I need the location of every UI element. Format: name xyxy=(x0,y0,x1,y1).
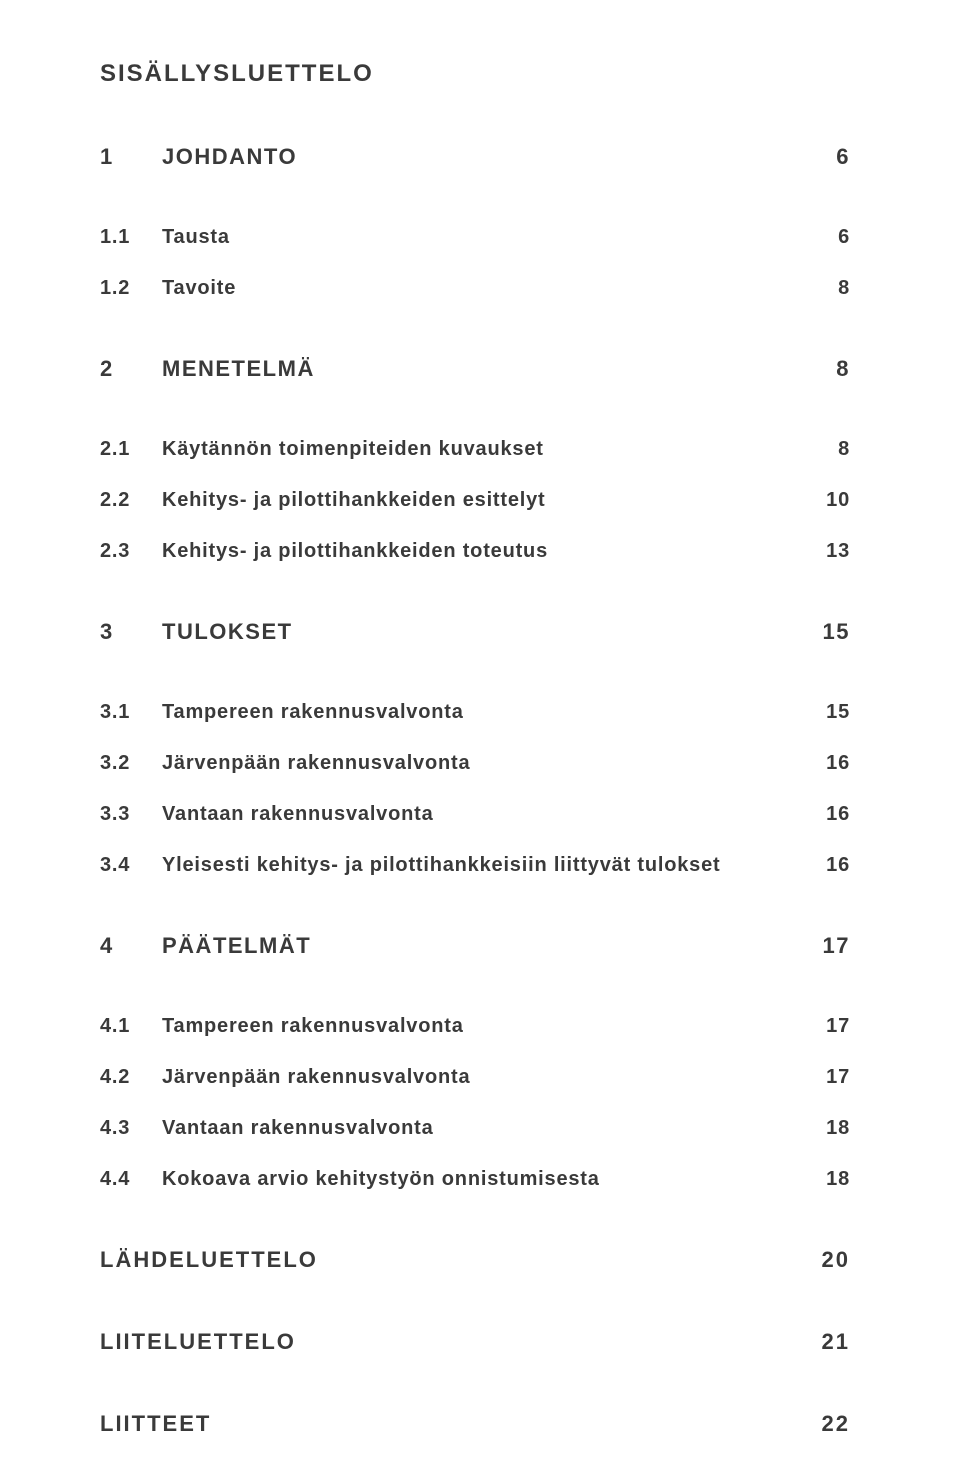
toc-entry-3-4: 3.4 Yleisesti kehitys- ja pilottihankkei… xyxy=(100,854,850,877)
toc-num: 2.1 xyxy=(100,438,162,461)
toc-num: 3.3 xyxy=(100,803,162,826)
toc-num: 4.3 xyxy=(100,1117,162,1140)
toc-num: 1.1 xyxy=(100,226,162,249)
toc-num: 4 xyxy=(100,933,162,959)
toc-entry-3: 3 TULOKSET 15 xyxy=(100,619,850,645)
toc-entry-2-3: 2.3 Kehitys- ja pilottihankkeiden toteut… xyxy=(100,540,850,563)
toc-page: 16 xyxy=(810,752,850,775)
toc-entry-3-3: 3.3 Vantaan rakennusvalvonta 16 xyxy=(100,803,850,826)
toc-entry-2: 2 MENETELMÄ 8 xyxy=(100,356,850,382)
toc-entry-1: 1 JOHDANTO 6 xyxy=(100,144,850,170)
toc-label: MENETELMÄ xyxy=(162,356,315,382)
toc-label: LÄHDELUETTELO xyxy=(100,1247,318,1273)
toc-page: 13 xyxy=(810,540,850,563)
toc-entry-4-2: 4.2 Järvenpään rakennusvalvonta 17 xyxy=(100,1066,850,1089)
toc-entry-3-2: 3.2 Järvenpään rakennusvalvonta 16 xyxy=(100,752,850,775)
toc-label: Järvenpään rakennusvalvonta xyxy=(162,752,470,775)
toc-entry-appendix-list: LIITELUETTELO 21 xyxy=(100,1329,850,1355)
toc-label: Tausta xyxy=(162,226,230,249)
toc-page: 15 xyxy=(810,701,850,724)
toc-num: 4.4 xyxy=(100,1168,162,1191)
toc-label: Tampereen rakennusvalvonta xyxy=(162,1015,464,1038)
toc-entry-3-1: 3.1 Tampereen rakennusvalvonta 15 xyxy=(100,701,850,724)
toc-page: 21 xyxy=(810,1329,850,1355)
toc-label: Kokoava arvio kehitystyön onnistumisesta xyxy=(162,1168,600,1191)
toc-num: 1.2 xyxy=(100,277,162,300)
toc-page: 17 xyxy=(810,1015,850,1038)
toc-entry-appendices: LIITTEET 22 xyxy=(100,1411,850,1437)
toc-page: 8 xyxy=(810,438,850,461)
toc-entry-references: LÄHDELUETTELO 20 xyxy=(100,1247,850,1273)
toc-page: 22 xyxy=(810,1411,850,1437)
toc-num: 3.1 xyxy=(100,701,162,724)
toc-num: 3.4 xyxy=(100,854,162,877)
toc-page: 18 xyxy=(810,1168,850,1191)
toc-label: Käytännön toimenpiteiden kuvaukset xyxy=(162,438,544,461)
toc-label: Vantaan rakennusvalvonta xyxy=(162,803,434,826)
toc-page: 18 xyxy=(810,1117,850,1140)
toc-entry-4-3: 4.3 Vantaan rakennusvalvonta 18 xyxy=(100,1117,850,1140)
toc-page: 6 xyxy=(810,144,850,170)
toc-label: Järvenpään rakennusvalvonta xyxy=(162,1066,470,1089)
toc-entry-2-1: 2.1 Käytännön toimenpiteiden kuvaukset 8 xyxy=(100,438,850,461)
toc-entry-1-2: 1.2 Tavoite 8 xyxy=(100,277,850,300)
toc-label: Vantaan rakennusvalvonta xyxy=(162,1117,434,1140)
toc-page: 20 xyxy=(810,1247,850,1273)
toc-page: 15 xyxy=(810,619,850,645)
toc-num: 3 xyxy=(100,619,162,645)
toc-entry-1-1: 1.1 Tausta 6 xyxy=(100,226,850,249)
toc-title: SISÄLLYSLUETTELO xyxy=(100,60,850,88)
toc-label: LIITTEET xyxy=(100,1411,211,1437)
toc-page: 8 xyxy=(810,356,850,382)
toc-label: JOHDANTO xyxy=(162,144,297,170)
toc-page: 17 xyxy=(810,1066,850,1089)
toc-page: 16 xyxy=(810,803,850,826)
toc-num: 2.3 xyxy=(100,540,162,563)
toc-label: Tavoite xyxy=(162,277,236,300)
toc-label: Kehitys- ja pilottihankkeiden toteutus xyxy=(162,540,548,563)
toc-entry-4-4: 4.4 Kokoava arvio kehitystyön onnistumis… xyxy=(100,1168,850,1191)
toc-page: 8 xyxy=(810,277,850,300)
toc-label: PÄÄTELMÄT xyxy=(162,933,311,959)
toc-num: 1 xyxy=(100,144,162,170)
toc-page: 17 xyxy=(810,933,850,959)
toc-label: Tampereen rakennusvalvonta xyxy=(162,701,464,724)
toc-label: TULOKSET xyxy=(162,619,293,645)
toc-label: LIITELUETTELO xyxy=(100,1329,296,1355)
toc-page: 6 xyxy=(810,226,850,249)
toc-num: 3.2 xyxy=(100,752,162,775)
toc-label: Kehitys- ja pilottihankkeiden esittelyt xyxy=(162,489,546,512)
toc-num: 2 xyxy=(100,356,162,382)
toc-label: Yleisesti kehitys- ja pilottihankkeisiin… xyxy=(162,854,720,877)
toc-entry-2-2: 2.2 Kehitys- ja pilottihankkeiden esitte… xyxy=(100,489,850,512)
toc-entry-4: 4 PÄÄTELMÄT 17 xyxy=(100,933,850,959)
toc-entry-4-1: 4.1 Tampereen rakennusvalvonta 17 xyxy=(100,1015,850,1038)
toc-num: 2.2 xyxy=(100,489,162,512)
toc-page: 16 xyxy=(810,854,850,877)
toc-num: 4.1 xyxy=(100,1015,162,1038)
toc-num: 4.2 xyxy=(100,1066,162,1089)
toc-page: 10 xyxy=(810,489,850,512)
